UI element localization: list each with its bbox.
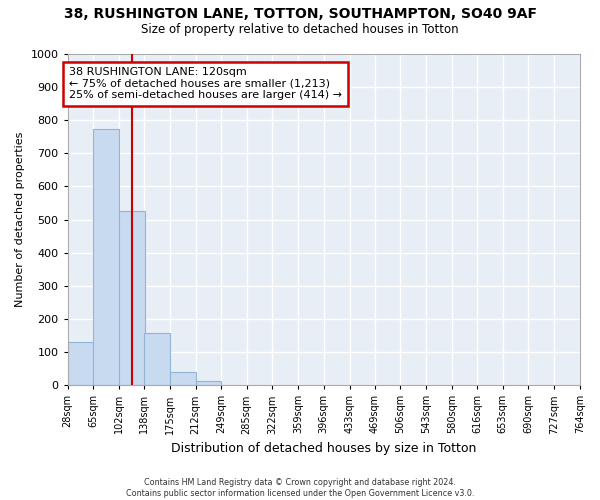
Y-axis label: Number of detached properties: Number of detached properties	[15, 132, 25, 308]
Bar	[119, 212, 145, 385]
Bar	[170, 372, 196, 385]
Bar	[94, 128, 119, 385]
Text: 38, RUSHINGTON LANE, TOTTON, SOUTHAMPTON, SO40 9AF: 38, RUSHINGTON LANE, TOTTON, SOUTHAMPTON…	[64, 8, 536, 22]
Bar	[196, 381, 221, 385]
Bar	[68, 342, 94, 385]
Text: Size of property relative to detached houses in Totton: Size of property relative to detached ho…	[141, 22, 459, 36]
Text: Contains HM Land Registry data © Crown copyright and database right 2024.
Contai: Contains HM Land Registry data © Crown c…	[126, 478, 474, 498]
Text: 38 RUSHINGTON LANE: 120sqm
← 75% of detached houses are smaller (1,213)
25% of s: 38 RUSHINGTON LANE: 120sqm ← 75% of deta…	[69, 67, 342, 100]
Bar	[144, 333, 170, 385]
X-axis label: Distribution of detached houses by size in Totton: Distribution of detached houses by size …	[171, 442, 476, 455]
